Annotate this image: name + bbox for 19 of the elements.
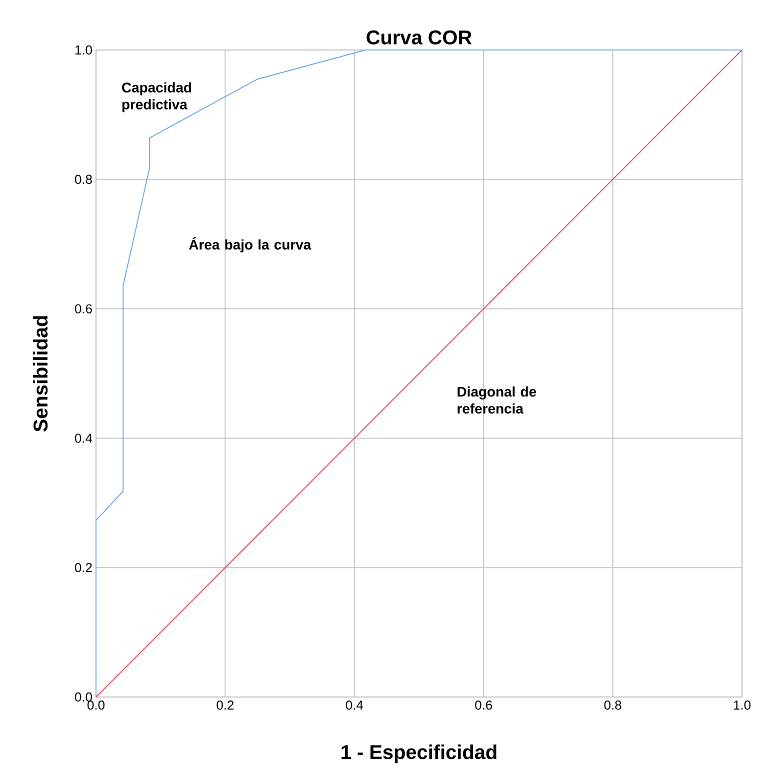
x-tick-label: 0.4 (346, 700, 364, 710)
x-tick-label: 0.6 (475, 700, 492, 710)
y-tick-label: 0.6 (74, 304, 92, 314)
x-tick-label: 1.0 (734, 700, 751, 710)
y-axis-title: Sensibilidad (33, 316, 48, 432)
y-tick-label: 0.2 (74, 563, 92, 572)
y-tick-label: 1.0 (75, 45, 92, 55)
x-axis-title: 1 - Especificidad (342, 744, 496, 764)
line-series (96, 49, 743, 698)
x-tick-label: 0.0 (88, 700, 105, 710)
chart-title: Curva COR (366, 30, 472, 44)
x-tick-label: 0.2 (216, 700, 234, 710)
x-tick-label: 0.8 (604, 700, 622, 710)
y-tick-label: 0.4 (74, 434, 92, 443)
annotation: Área bajo la curva (189, 237, 312, 252)
y-tick-label: 0.0 (74, 692, 92, 702)
annotation: Diagonal de referencia (458, 386, 536, 414)
y-tick-label: 0.8 (74, 174, 92, 184)
annotation: Capacidad predictiva (122, 82, 192, 112)
